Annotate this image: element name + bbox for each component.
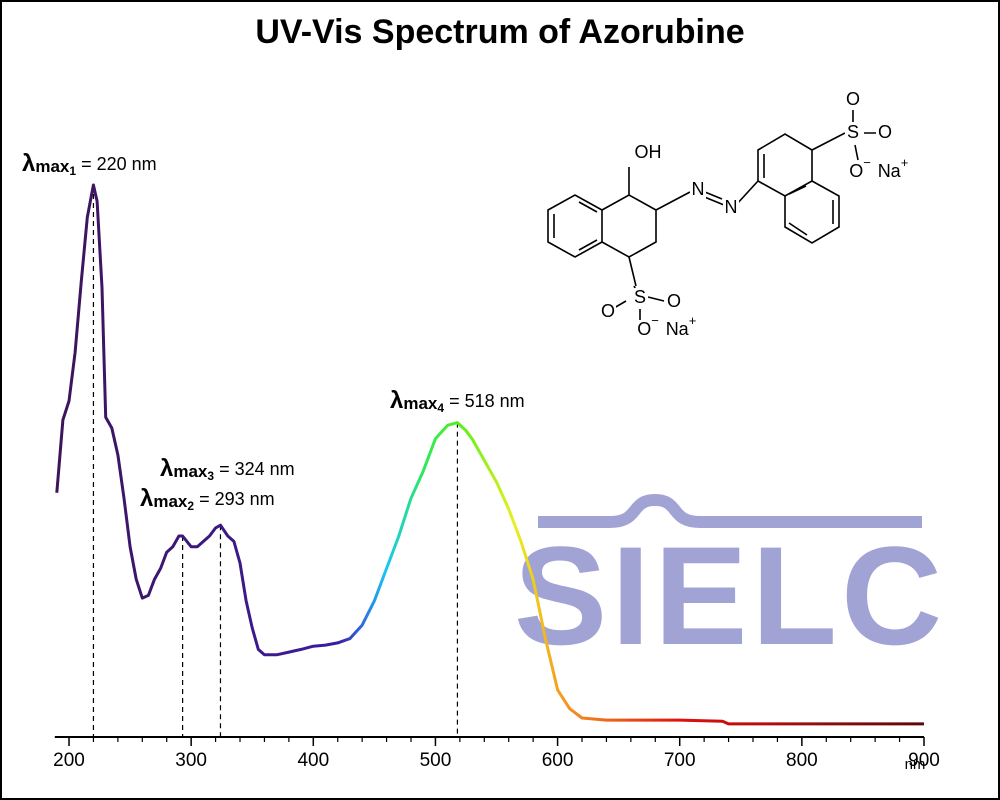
label-bg <box>845 90 861 110</box>
max: max <box>403 394 438 413</box>
atom-label: N <box>725 197 738 217</box>
logo: SIELC <box>514 493 946 674</box>
lambda: λ <box>22 150 35 177</box>
atom-label: O <box>878 122 892 142</box>
atom-label: S <box>634 287 646 307</box>
charge: − <box>651 313 659 328</box>
atom: O <box>601 301 615 321</box>
atom-label: N <box>692 179 705 199</box>
atom: N <box>725 197 738 217</box>
label-bg <box>885 162 901 182</box>
logo-wave <box>538 493 922 528</box>
label-bg <box>690 180 706 200</box>
atom: N <box>692 179 705 199</box>
bond <box>547 194 657 258</box>
atom: O <box>667 291 681 311</box>
x-tick-label: 900 <box>908 750 940 771</box>
atom-label: O− <box>637 313 659 338</box>
atom-label: O <box>667 291 681 311</box>
x-tick-label: 200 <box>53 750 85 771</box>
peak-label: λmax4 = 518 nm <box>390 387 525 415</box>
charge: + <box>901 155 909 170</box>
label-bg <box>673 320 689 340</box>
charge: + <box>689 313 697 328</box>
peak-text: = 220 nm <box>81 154 157 174</box>
atom: S <box>634 287 646 307</box>
atom: O <box>846 89 860 109</box>
x-tick-label: 700 <box>664 750 696 771</box>
atom: OH <box>635 142 662 162</box>
atom: S <box>847 122 859 142</box>
index: 1 <box>69 164 76 178</box>
structure <box>547 110 876 320</box>
label-bg <box>845 123 861 143</box>
peak-label: λmax2 = 293 nm <box>140 485 275 513</box>
peak-label: λmax3 = 324 nm <box>160 455 295 483</box>
max: max <box>35 157 70 176</box>
label-bg <box>640 320 656 340</box>
lambda: λ <box>390 387 403 414</box>
label-bg <box>600 302 616 322</box>
peak-text: = 518 nm <box>449 391 525 411</box>
label-bg <box>877 123 893 143</box>
x-tick-label: 300 <box>175 750 207 771</box>
label-bg <box>632 288 648 308</box>
logo-text: SIELC <box>514 517 946 674</box>
peak-text: = 293 nm <box>199 489 275 509</box>
bond <box>757 110 876 244</box>
atom-label: S <box>847 122 859 142</box>
index: 3 <box>207 469 214 483</box>
lambda: λ <box>160 455 173 482</box>
atom-label: O <box>601 301 615 321</box>
x-unit: nm <box>905 756 926 773</box>
atom: Na <box>666 319 690 339</box>
label-bg <box>723 198 739 218</box>
atom: Na <box>878 161 902 181</box>
x-tick-label: 500 <box>420 750 452 771</box>
atom-label: Na+ <box>878 155 909 180</box>
max: max <box>153 492 188 511</box>
chart-title: UV-Vis Spectrum of Azorubine <box>255 13 744 51</box>
atom: O <box>849 161 863 181</box>
peak-label: λmax1 = 220 nm <box>22 150 157 178</box>
atom-label: Na+ <box>666 313 697 338</box>
index: 4 <box>437 401 444 415</box>
atom-label: O <box>846 89 860 109</box>
max: max <box>173 462 208 481</box>
x-tick-label: 800 <box>786 750 818 771</box>
label-bg <box>640 143 656 163</box>
atom: O <box>637 319 651 339</box>
atom-label: O− <box>849 155 871 180</box>
x-tick-label: 400 <box>297 750 329 771</box>
atom: O <box>878 122 892 142</box>
index: 2 <box>187 499 194 513</box>
bond <box>553 167 759 320</box>
charge: − <box>863 155 871 170</box>
label-bg <box>852 162 868 182</box>
label-bg <box>666 292 682 312</box>
x-tick-label: 600 <box>542 750 574 771</box>
peak-text: = 324 nm <box>219 459 295 479</box>
lambda: λ <box>140 485 153 512</box>
atom-label: OH <box>635 142 662 162</box>
spectrum-line <box>55 183 924 726</box>
